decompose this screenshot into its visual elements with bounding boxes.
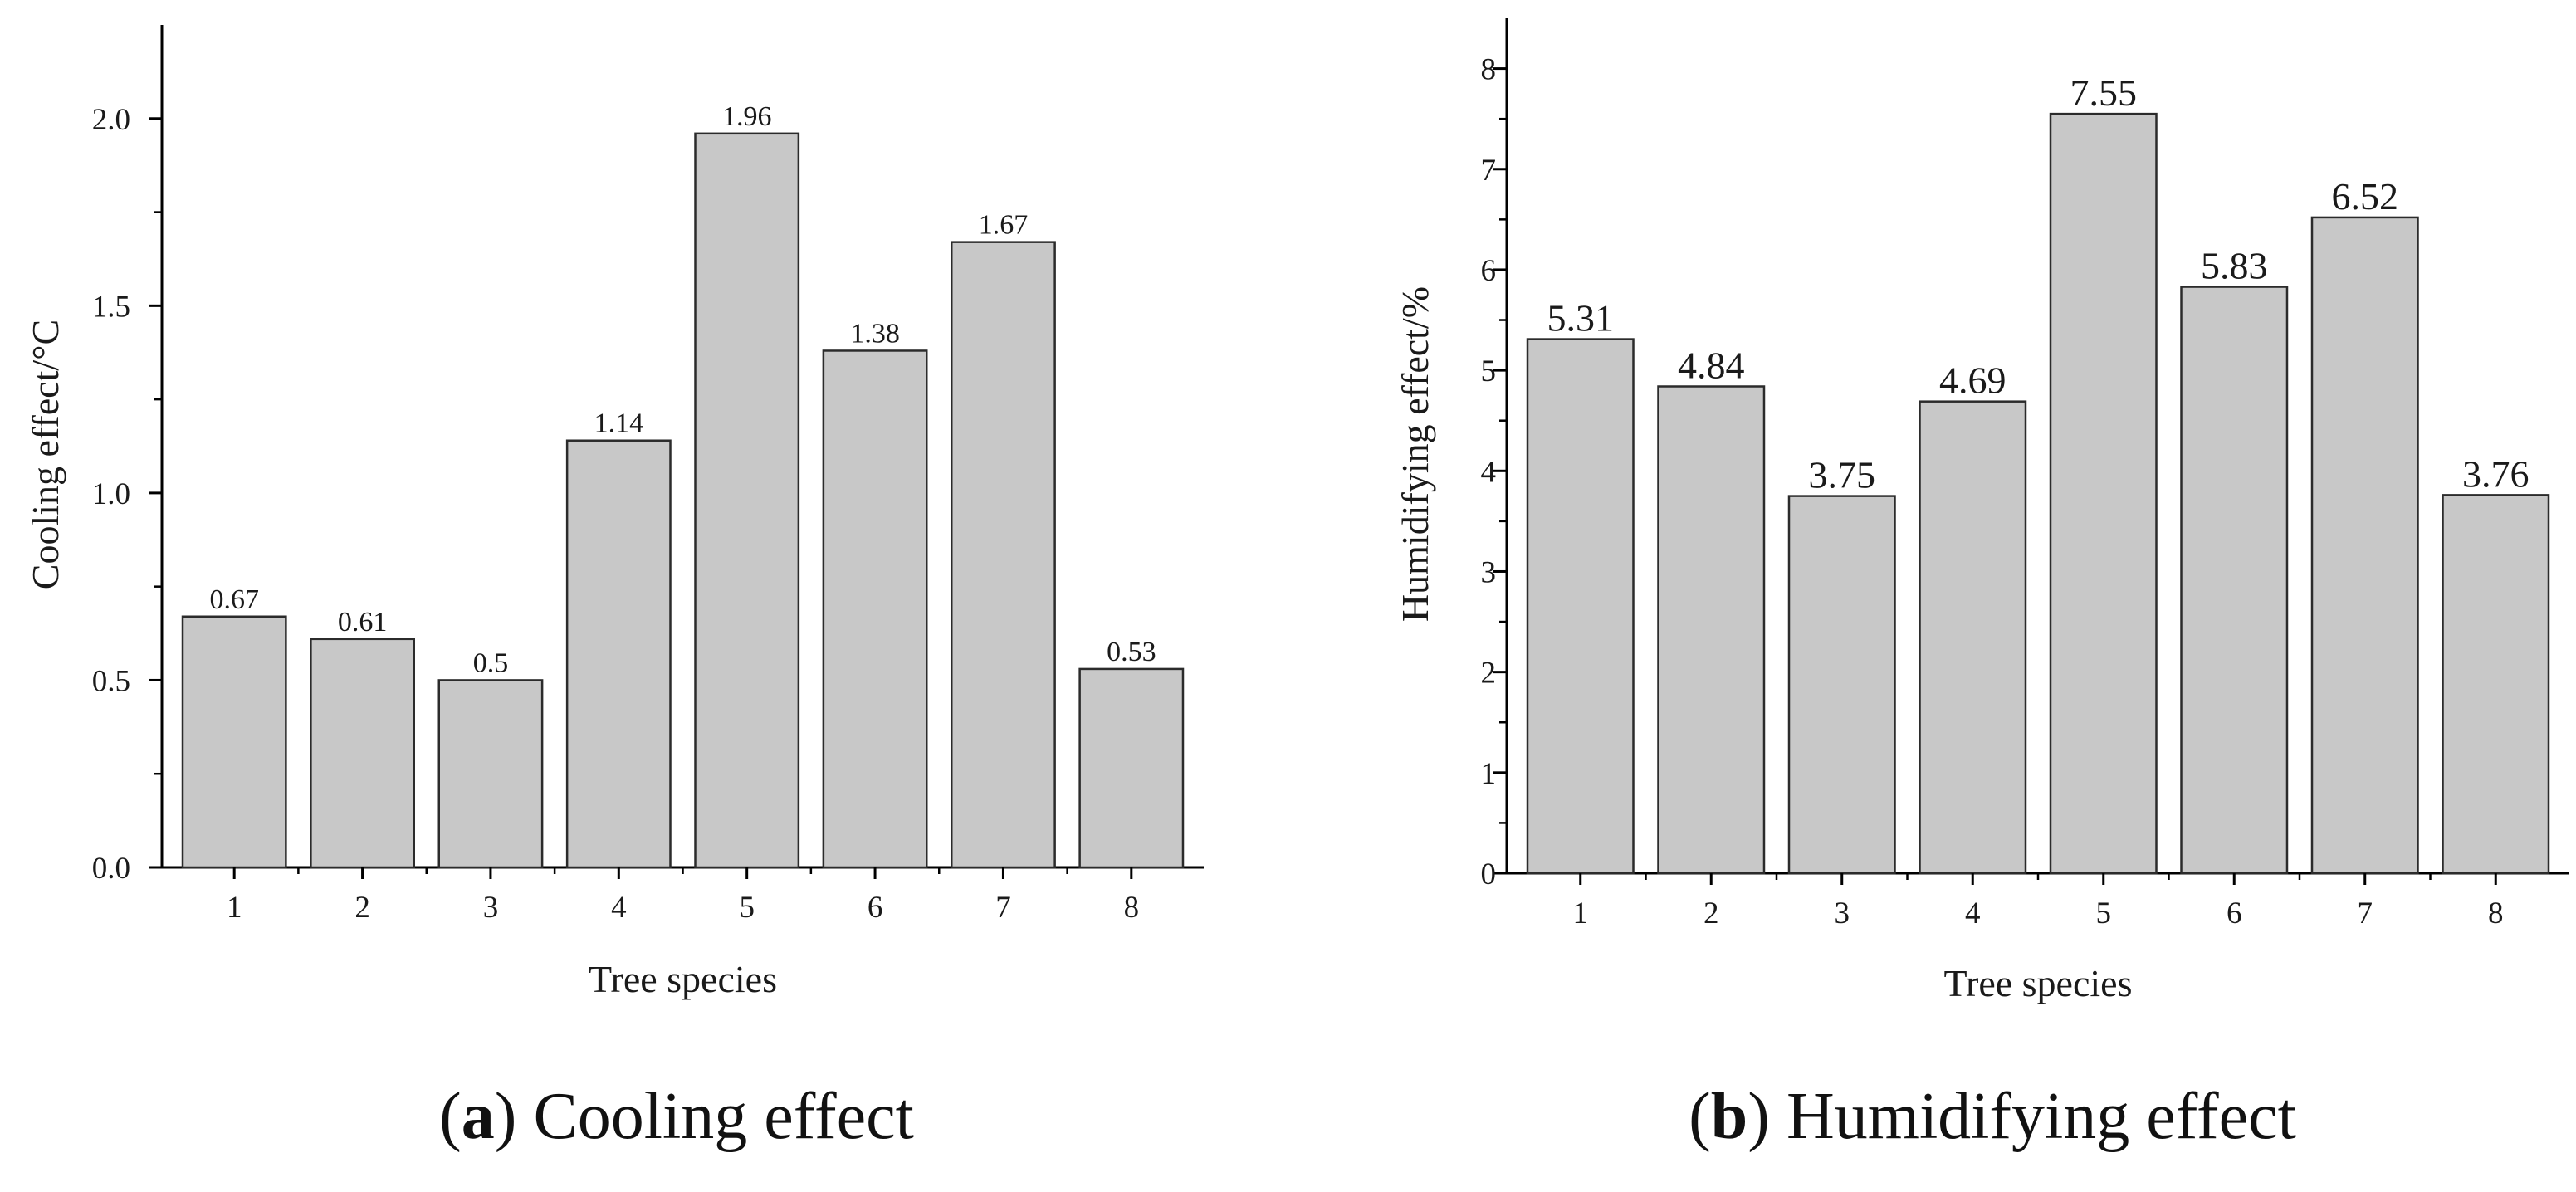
bar-4: [565, 439, 672, 869]
y-tick-label: 3: [1481, 555, 1497, 589]
humidifying-effect-chart: 5.31 4.84 3.75 4.69 7.55 5.83 6.52 3.76 0 1 2 3 4 5 6…: [1394, 18, 2569, 1004]
x-tick-label-1: 1: [227, 891, 242, 925]
data-label-7: 6.52: [2332, 175, 2399, 217]
y-tick-label: 0: [1481, 857, 1497, 892]
x-tick-label-8: 8: [1124, 891, 1140, 925]
bar-1: [1526, 338, 1635, 875]
y-tick-label: 0.5: [92, 664, 130, 698]
y-tick-label: 1.0: [92, 477, 130, 511]
data-label-4: 1.14: [594, 408, 644, 439]
caption-a: (a) Cooling effect: [439, 1080, 914, 1153]
data-label-1: 5.31: [1547, 297, 1615, 340]
x-tick-label-1: 1: [1573, 896, 1589, 931]
y-tick-label: 8: [1481, 53, 1497, 87]
bar-1: [181, 615, 287, 869]
x-tick-label-4: 4: [611, 891, 627, 925]
y-axis-label: Cooling effect/°C: [24, 320, 66, 589]
cooling-effect-chart: 0.67 0.61 0.5 1.14 1.96 1.38 1.67 0.53 0.0 0.5 1.…: [24, 25, 1204, 1000]
caption-b: (b) Humidifying effect: [1689, 1080, 2296, 1153]
y-tick-label: 7: [1481, 154, 1497, 188]
y-tick-label: 2.0: [92, 103, 130, 137]
x-tick-label-6: 6: [2227, 896, 2242, 931]
caption-a-text: Cooling effect: [533, 1080, 914, 1153]
data-label-6: 1.38: [850, 318, 900, 349]
data-label-1: 0.67: [209, 584, 259, 615]
x-tick-label-7: 7: [2358, 896, 2373, 931]
x-tick-label-3: 3: [483, 891, 499, 925]
y-ticks: 0 1 2 3 4 5 6 7 8: [1481, 53, 1507, 892]
y-tick-label: 4: [1481, 455, 1497, 489]
y-tick-label: 5: [1481, 354, 1497, 388]
y-ticks: 0.0 0.5 1.0 1.5 2.0: [92, 103, 162, 886]
y-tick-label: 2: [1481, 657, 1497, 691]
bar-8: [2442, 494, 2550, 875]
x-tick-label-2: 2: [354, 891, 370, 925]
y-tick-label: 1: [1481, 757, 1497, 791]
data-label-2: 4.84: [1678, 344, 1745, 387]
x-tick-label-4: 4: [1965, 896, 1981, 931]
y-tick-label: 6: [1481, 254, 1497, 288]
data-label-8: 0.53: [1107, 637, 1156, 667]
x-axis-label: Tree species: [1944, 962, 2133, 1004]
bar-3: [1787, 495, 1896, 875]
data-label-2: 0.61: [338, 607, 388, 638]
panel-letter-b: b: [1710, 1080, 1748, 1153]
panel-letter-a: a: [461, 1080, 495, 1153]
x-tick-label-8: 8: [2488, 896, 2504, 931]
data-labels: 5.31 4.84 3.75 4.69 7.55 5.83 6.52 3.76: [1547, 71, 2530, 496]
y-tick-label: 1.5: [92, 290, 130, 324]
x-axis-label: Tree species: [589, 958, 777, 1000]
bars: [181, 132, 1185, 869]
bar-2: [310, 638, 415, 869]
data-label-4: 4.69: [1939, 359, 2007, 402]
y-tick-label: 0.0: [92, 852, 130, 886]
bar-2: [1657, 385, 1766, 875]
bar-6: [2180, 286, 2289, 875]
bar-6: [822, 349, 928, 869]
data-label-3: 0.5: [473, 647, 509, 678]
x-tick-label-5: 5: [739, 891, 755, 925]
bar-3: [437, 679, 544, 869]
bar-7: [2310, 216, 2419, 875]
bar-4: [1919, 400, 2027, 875]
caption-b-text: Humidifying effect: [1786, 1080, 2296, 1153]
data-label-5: 1.96: [722, 101, 772, 132]
x-tick-label-7: 7: [995, 891, 1011, 925]
bars: [1526, 112, 2550, 875]
x-tick-label-5: 5: [2096, 896, 2112, 931]
x-tick-label-6: 6: [868, 891, 883, 925]
data-label-6: 5.83: [2201, 245, 2268, 287]
x-tick-label-2: 2: [1703, 896, 1719, 931]
data-label-7: 1.67: [979, 210, 1029, 241]
data-labels: 0.67 0.61 0.5 1.14 1.96 1.38 1.67 0.53: [209, 101, 1156, 679]
bar-5: [694, 132, 800, 869]
x-tick-label-3: 3: [1835, 896, 1850, 931]
data-label-5: 7.55: [2070, 71, 2138, 114]
bar-8: [1078, 667, 1185, 869]
x-ticks: 1 2 3 4 5 6 7 8: [227, 867, 1139, 925]
data-label-3: 3.75: [1809, 454, 1876, 496]
bar-7: [951, 241, 1056, 869]
y-axis-label: Humidifying effect/%: [1394, 286, 1436, 622]
data-label-8: 3.76: [2462, 452, 2530, 495]
bar-5: [2049, 112, 2158, 875]
x-ticks: 1 2 3 4 5 6 7 8: [1573, 873, 2504, 931]
